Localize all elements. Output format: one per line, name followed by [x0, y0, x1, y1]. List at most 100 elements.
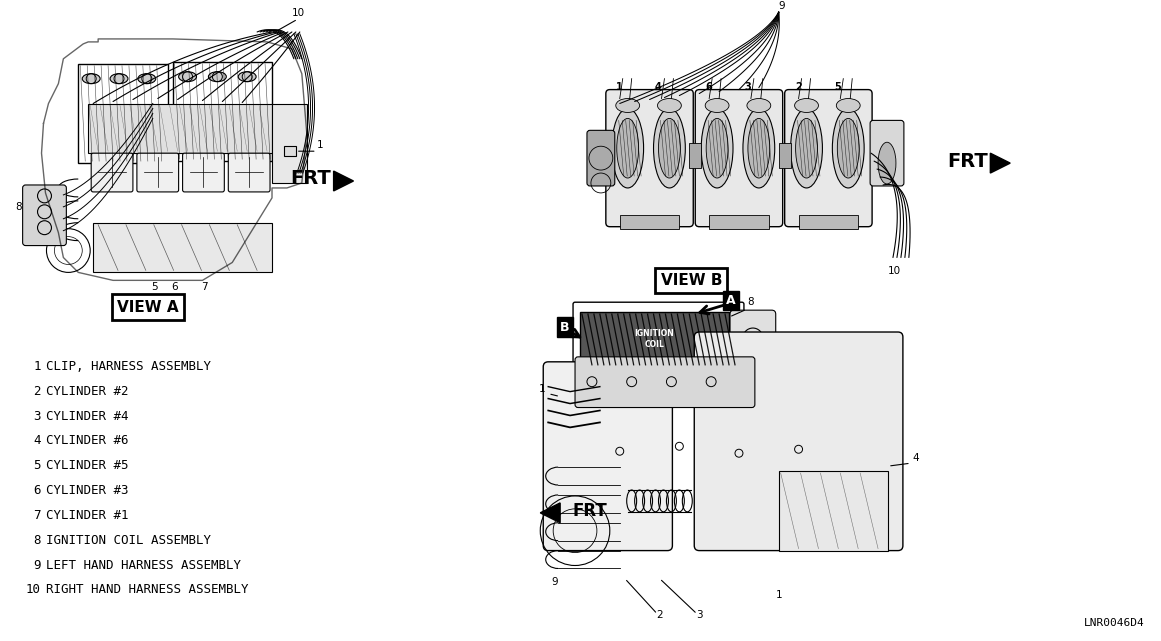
- Ellipse shape: [616, 119, 639, 178]
- Text: VIEW B: VIEW B: [661, 273, 722, 288]
- Text: 6: 6: [172, 282, 178, 292]
- Ellipse shape: [747, 99, 771, 112]
- FancyBboxPatch shape: [543, 362, 672, 551]
- FancyBboxPatch shape: [575, 357, 755, 408]
- Text: 1: 1: [776, 590, 783, 600]
- Ellipse shape: [832, 108, 864, 188]
- Text: CYLINDER #5: CYLINDER #5: [46, 459, 129, 472]
- Text: 7: 7: [33, 509, 41, 522]
- Text: 10: 10: [888, 267, 901, 276]
- Text: 3: 3: [695, 610, 702, 620]
- Text: 9: 9: [779, 1, 785, 11]
- Text: A: A: [727, 294, 736, 307]
- FancyBboxPatch shape: [587, 130, 615, 186]
- Bar: [709, 215, 769, 229]
- Bar: [799, 215, 858, 229]
- Ellipse shape: [791, 108, 822, 188]
- Text: 5: 5: [33, 459, 41, 472]
- Text: FRT: FRT: [290, 169, 331, 188]
- Text: FRT: FRT: [947, 152, 988, 171]
- Text: 2: 2: [656, 610, 663, 620]
- Text: CYLINDER #3: CYLINDER #3: [46, 484, 129, 497]
- Text: 3: 3: [33, 410, 41, 422]
- Ellipse shape: [794, 99, 819, 112]
- Polygon shape: [540, 503, 560, 523]
- Text: 9: 9: [551, 578, 558, 587]
- Text: VIEW A: VIEW A: [117, 300, 179, 315]
- Ellipse shape: [658, 119, 680, 178]
- Bar: [620, 215, 679, 229]
- Text: 8: 8: [16, 202, 22, 212]
- Text: 2: 2: [795, 81, 802, 92]
- FancyBboxPatch shape: [182, 153, 224, 192]
- Ellipse shape: [795, 119, 817, 178]
- Ellipse shape: [743, 108, 774, 188]
- Text: 10: 10: [26, 583, 41, 596]
- Text: 4: 4: [655, 81, 662, 92]
- Text: B: B: [561, 320, 570, 333]
- Polygon shape: [333, 171, 353, 191]
- Ellipse shape: [138, 74, 156, 83]
- FancyBboxPatch shape: [785, 90, 872, 227]
- FancyBboxPatch shape: [870, 121, 904, 186]
- Bar: [88, 103, 272, 153]
- Ellipse shape: [615, 99, 640, 112]
- Text: 4: 4: [33, 435, 41, 447]
- Text: CYLINDER #2: CYLINDER #2: [46, 385, 129, 397]
- Ellipse shape: [748, 119, 770, 178]
- Text: 6: 6: [33, 484, 41, 497]
- Text: 7: 7: [201, 282, 208, 292]
- Text: IGNITION
COIL: IGNITION COIL: [635, 329, 675, 349]
- Text: 9: 9: [33, 558, 41, 572]
- Text: CLIP, HARNESS ASSEMBLY: CLIP, HARNESS ASSEMBLY: [46, 360, 211, 373]
- Bar: [779, 143, 791, 168]
- FancyBboxPatch shape: [229, 153, 271, 192]
- Text: 6: 6: [706, 81, 713, 92]
- Bar: [93, 222, 272, 272]
- Bar: [580, 312, 729, 367]
- Text: IGNITION COIL ASSEMBLY: IGNITION COIL ASSEMBLY: [46, 534, 211, 547]
- Text: 4: 4: [913, 453, 920, 463]
- Text: 1: 1: [33, 360, 41, 373]
- Ellipse shape: [837, 119, 859, 178]
- Text: CYLINDER #6: CYLINDER #6: [46, 435, 129, 447]
- Ellipse shape: [878, 142, 896, 184]
- Text: 1: 1: [317, 140, 324, 150]
- Text: 5: 5: [151, 282, 158, 292]
- FancyBboxPatch shape: [22, 185, 66, 246]
- Bar: [779, 471, 888, 551]
- Bar: [284, 146, 296, 156]
- Text: 8: 8: [33, 534, 41, 547]
- Text: FRT: FRT: [572, 502, 607, 520]
- Ellipse shape: [706, 119, 728, 178]
- Text: 8: 8: [747, 297, 753, 307]
- Ellipse shape: [110, 74, 128, 83]
- Ellipse shape: [657, 99, 682, 112]
- Ellipse shape: [654, 108, 685, 188]
- Ellipse shape: [179, 72, 196, 81]
- Text: 1: 1: [616, 81, 623, 92]
- FancyBboxPatch shape: [137, 153, 179, 192]
- Bar: [690, 143, 701, 168]
- Ellipse shape: [238, 72, 257, 81]
- Text: RIGHT HAND HARNESS ASSEMBLY: RIGHT HAND HARNESS ASSEMBLY: [46, 583, 248, 596]
- Text: LEFT HAND HARNESS ASSEMBLY: LEFT HAND HARNESS ASSEMBLY: [46, 558, 241, 572]
- Bar: [600, 143, 612, 168]
- FancyBboxPatch shape: [92, 153, 132, 192]
- Ellipse shape: [701, 108, 733, 188]
- Bar: [272, 103, 307, 183]
- Text: 3: 3: [744, 81, 751, 92]
- Bar: [173, 62, 272, 161]
- Ellipse shape: [82, 74, 100, 83]
- Bar: [78, 63, 167, 163]
- FancyBboxPatch shape: [694, 332, 903, 551]
- Text: CYLINDER #1: CYLINDER #1: [46, 509, 129, 522]
- Polygon shape: [990, 153, 1010, 173]
- FancyBboxPatch shape: [730, 310, 776, 366]
- Text: 10: 10: [291, 8, 305, 18]
- Text: CYLINDER #4: CYLINDER #4: [46, 410, 129, 422]
- Ellipse shape: [705, 99, 729, 112]
- Text: 2: 2: [33, 385, 41, 397]
- Ellipse shape: [209, 72, 226, 81]
- FancyBboxPatch shape: [606, 90, 693, 227]
